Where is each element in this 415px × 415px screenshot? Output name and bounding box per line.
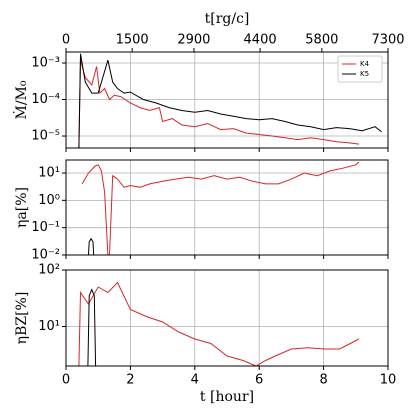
plot-frame xyxy=(65,269,389,367)
plot-frame xyxy=(65,159,389,256)
series-line xyxy=(78,53,382,148)
x-tick-label: 0 xyxy=(62,373,70,388)
y-axis-label: Ṁ/M₀ xyxy=(12,80,30,119)
y-tick-label: 10¹ xyxy=(38,166,60,181)
y-tick-label: 10⁻⁴ xyxy=(31,92,60,107)
x2-tick-label: 5800 xyxy=(305,33,338,48)
y-tick-label: 10⁻³ xyxy=(31,55,60,70)
x2-tick-label: 1500 xyxy=(116,33,149,48)
x2-tick-label: 4400 xyxy=(244,33,277,48)
y-tick-label: 10¹ xyxy=(38,319,60,334)
y-axis-label: ηBZ[%] xyxy=(14,292,30,345)
x-axis-label: t [hour] xyxy=(200,389,254,405)
series-line xyxy=(78,59,360,148)
x2-tick-label: 2900 xyxy=(177,33,210,48)
x2-tick-label: 7300 xyxy=(371,33,404,48)
x2-tick-label: 0 xyxy=(62,33,70,48)
series-line xyxy=(88,237,95,255)
y-tick-label: 10⁻⁵ xyxy=(31,129,60,144)
x-tick-label: 2 xyxy=(126,373,134,388)
series-line xyxy=(87,288,97,366)
legend-box xyxy=(337,55,383,83)
plot-frame xyxy=(65,51,389,149)
x-tick-label: 6 xyxy=(255,373,263,388)
x-tick-label: 4 xyxy=(191,373,199,388)
y-axis-label: ηa[%] xyxy=(14,187,30,228)
x-tick-label: 10 xyxy=(380,373,397,388)
x-tick-label: 8 xyxy=(319,373,327,388)
series-line xyxy=(81,161,360,255)
series-line xyxy=(78,281,360,366)
y-tick-label: 10⁻¹ xyxy=(31,220,60,235)
legend-label: K5 xyxy=(360,70,369,78)
y-tick-label: 10⁻² xyxy=(31,248,60,263)
y-tick-label: 10² xyxy=(38,263,60,278)
legend-label: K4 xyxy=(360,60,370,68)
x2-axis-label: t[rg/c] xyxy=(205,11,250,27)
y-tick-label: 10⁰ xyxy=(38,193,60,208)
